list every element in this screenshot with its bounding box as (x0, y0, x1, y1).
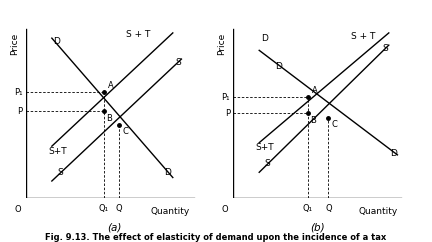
Text: A: A (312, 86, 318, 95)
Text: P₁: P₁ (14, 88, 22, 97)
Text: Q: Q (116, 204, 123, 213)
Text: D: D (275, 61, 282, 70)
Text: Q₁: Q₁ (302, 204, 313, 213)
Text: D: D (54, 37, 60, 46)
Text: C: C (123, 127, 129, 136)
Text: S + T: S + T (126, 30, 150, 39)
Text: S+T: S+T (256, 144, 274, 152)
Text: (b): (b) (310, 222, 325, 232)
Text: S: S (175, 58, 181, 67)
Text: Quantity: Quantity (151, 207, 190, 216)
Text: A: A (108, 81, 114, 90)
Text: Price: Price (217, 33, 226, 55)
Text: S: S (264, 159, 270, 168)
Text: P: P (17, 107, 22, 116)
Text: S + T: S + T (351, 32, 375, 41)
Text: Fig. 9.13. The effect of elasticity of demand upon the incidence of a tax: Fig. 9.13. The effect of elasticity of d… (45, 233, 387, 242)
Text: D: D (261, 34, 268, 43)
Text: S+T: S+T (48, 147, 67, 156)
Text: Q₁: Q₁ (98, 204, 109, 213)
Text: P: P (225, 109, 230, 118)
Text: (a): (a) (107, 222, 122, 232)
Text: S: S (382, 44, 388, 53)
Text: B: B (310, 116, 316, 125)
Text: C: C (332, 120, 338, 129)
Text: B: B (106, 114, 112, 123)
Text: D: D (164, 168, 171, 177)
Text: O: O (222, 205, 228, 214)
Text: S: S (57, 168, 63, 177)
Text: O: O (14, 205, 21, 214)
Text: Price: Price (10, 33, 19, 55)
Text: Q: Q (325, 204, 332, 213)
Text: P₁: P₁ (221, 93, 230, 102)
Text: D: D (391, 149, 397, 158)
Text: Quantity: Quantity (358, 207, 397, 216)
